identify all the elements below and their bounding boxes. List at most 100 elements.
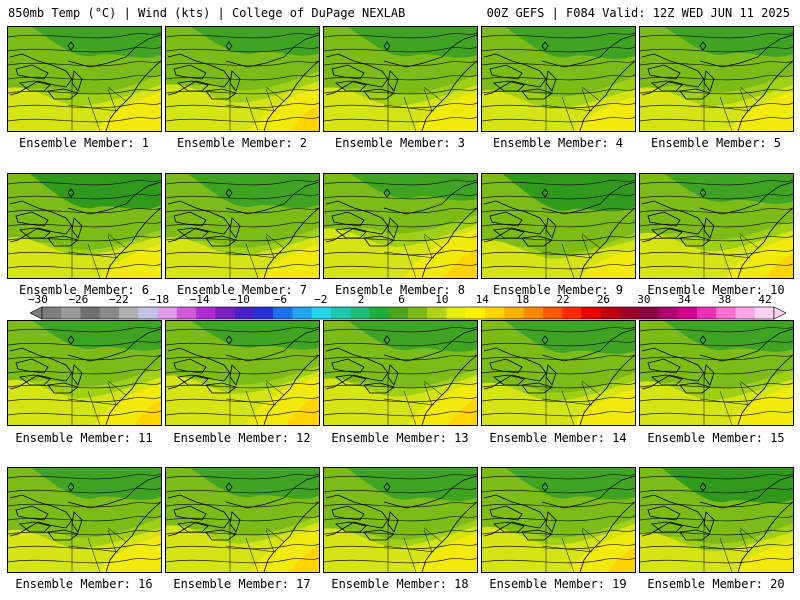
colorbar-segment — [330, 307, 351, 319]
ensemble-map-panel — [7, 467, 162, 573]
colorbar-tick-label: 22 — [556, 293, 570, 306]
colorbar-low-arrow — [30, 306, 43, 320]
colorbar-segment — [408, 307, 428, 319]
ensemble-member-label: Ensemble Member: 2 — [176, 136, 308, 150]
colorbar-segment — [369, 307, 390, 319]
temperature-field — [166, 468, 319, 572]
ensemble-map-panel — [639, 26, 794, 132]
colorbar-tick-label: 6 — [398, 293, 405, 306]
colorbar-segment — [388, 307, 409, 319]
temperature-field — [640, 321, 793, 425]
ensemble-member-label: Ensemble Member: 7 — [176, 283, 308, 297]
temperature-field — [166, 27, 319, 131]
colorbar-segment — [176, 307, 197, 319]
colorbar-tick-label: −30 — [28, 293, 48, 306]
temperature-field — [640, 468, 793, 572]
colorbar-tick-label: −6 — [273, 293, 287, 306]
colorbar-tick-label: 18 — [516, 293, 530, 306]
ensemble-map-panel — [323, 26, 478, 132]
ensemble-map-panel — [165, 320, 320, 426]
colorbar-tick-label: −14 — [189, 293, 210, 306]
colorbar-tick-label: 38 — [717, 293, 732, 306]
ensemble-map-panel — [481, 320, 636, 426]
colorbar-segment — [119, 307, 139, 319]
colorbar-segment — [61, 307, 81, 319]
colorbar-segment — [350, 307, 370, 319]
colorbar-tick-label: 10 — [435, 293, 449, 306]
ensemble-member-label: Ensemble Member: 13 — [331, 431, 469, 445]
colorbar-tick-label: −2 — [314, 293, 328, 306]
ensemble-member-label: Ensemble Member: 19 — [489, 577, 627, 591]
ensemble-map-panel — [165, 26, 320, 132]
ensemble-map-panel — [481, 173, 636, 279]
colorbar-tick-label: −26 — [68, 293, 89, 306]
ensemble-map-panel — [7, 320, 162, 426]
ensemble-member-label: Ensemble Member: 20 — [647, 577, 785, 591]
ensemble-map-panel — [639, 320, 794, 426]
ensemble-member-label: Ensemble Member: 17 — [173, 577, 311, 591]
temperature-field — [324, 321, 477, 425]
temperature-field — [482, 27, 635, 131]
colorbar-segment — [735, 307, 756, 319]
colorbar-segment — [677, 307, 698, 319]
temperature-field — [8, 468, 161, 572]
colorbar-tick-label: 26 — [596, 293, 611, 306]
colorbar-tick-label: −18 — [149, 293, 170, 306]
colorbar-segment — [253, 307, 274, 319]
ensemble-map-panel — [639, 173, 794, 279]
header-valid-time: 00Z GEFS | F084 Valid: 12Z WED JUN 11 20… — [486, 6, 790, 20]
ensemble-member-label: Ensemble Member: 1 — [18, 136, 150, 150]
ensemble-member-label: Ensemble Member: 9 — [492, 283, 624, 297]
temperature-field — [166, 321, 319, 425]
temperature-colorbar — [30, 306, 786, 320]
colorbar-tick-label: −10 — [230, 293, 250, 306]
ensemble-map-panel — [165, 173, 320, 279]
ensemble-map-panel — [639, 467, 794, 573]
colorbar-segment — [215, 307, 235, 319]
colorbar-tick-label: 34 — [677, 293, 691, 306]
colorbar-segment — [465, 307, 486, 319]
ensemble-map-panel — [165, 467, 320, 573]
colorbar-segment — [504, 307, 524, 319]
temperature-field — [324, 27, 477, 131]
colorbar-segment — [311, 307, 332, 319]
colorbar-tick-label: 14 — [475, 293, 489, 306]
temperature-field — [482, 174, 635, 278]
header-title: 850mb Temp (°C) | Wind (kts) | College o… — [8, 6, 406, 20]
colorbar-segment — [234, 307, 255, 319]
ensemble-map-panel — [481, 26, 636, 132]
temperature-field — [482, 321, 635, 425]
ensemble-member-label: Ensemble Member: 15 — [647, 431, 785, 445]
temperature-field — [640, 174, 793, 278]
colorbar-segment — [196, 307, 216, 319]
colorbar-segment — [273, 307, 293, 319]
colorbar-tick-label: 2 — [357, 293, 365, 306]
colorbar-high-arrow — [773, 306, 786, 320]
colorbar-segment — [42, 307, 62, 319]
colorbar-segment — [542, 307, 563, 319]
colorbar-segment — [446, 307, 467, 319]
ensemble-member-label: Ensemble Member: 14 — [489, 431, 627, 445]
colorbar-segment — [485, 307, 505, 319]
colorbar-segment — [138, 307, 158, 319]
ensemble-map-panel — [481, 467, 636, 573]
colorbar-segment — [80, 307, 101, 319]
ensemble-member-label: Ensemble Member: 8 — [334, 283, 466, 297]
ensemble-member-label: Ensemble Member: 10 — [647, 283, 785, 297]
colorbar-segment — [427, 307, 447, 319]
ensemble-map-panel — [323, 467, 478, 573]
ensemble-member-label: Ensemble Member: 3 — [334, 136, 466, 150]
ensemble-member-label: Ensemble Member: 4 — [492, 136, 624, 150]
colorbar-segment — [292, 307, 312, 319]
temperature-field — [166, 174, 319, 278]
colorbar-segment — [600, 307, 621, 319]
colorbar-tick-label: 30 — [637, 293, 651, 306]
ensemble-map-panel — [7, 26, 162, 132]
colorbar-segment — [639, 307, 659, 319]
colorbar-segment — [658, 307, 678, 319]
temperature-field — [324, 174, 477, 278]
ensemble-member-label: Ensemble Member: 5 — [650, 136, 782, 150]
ensemble-member-label: Ensemble Member: 11 — [15, 431, 153, 445]
temperature-field — [8, 27, 161, 131]
ensemble-member-label: Ensemble Member: 6 — [18, 283, 150, 297]
